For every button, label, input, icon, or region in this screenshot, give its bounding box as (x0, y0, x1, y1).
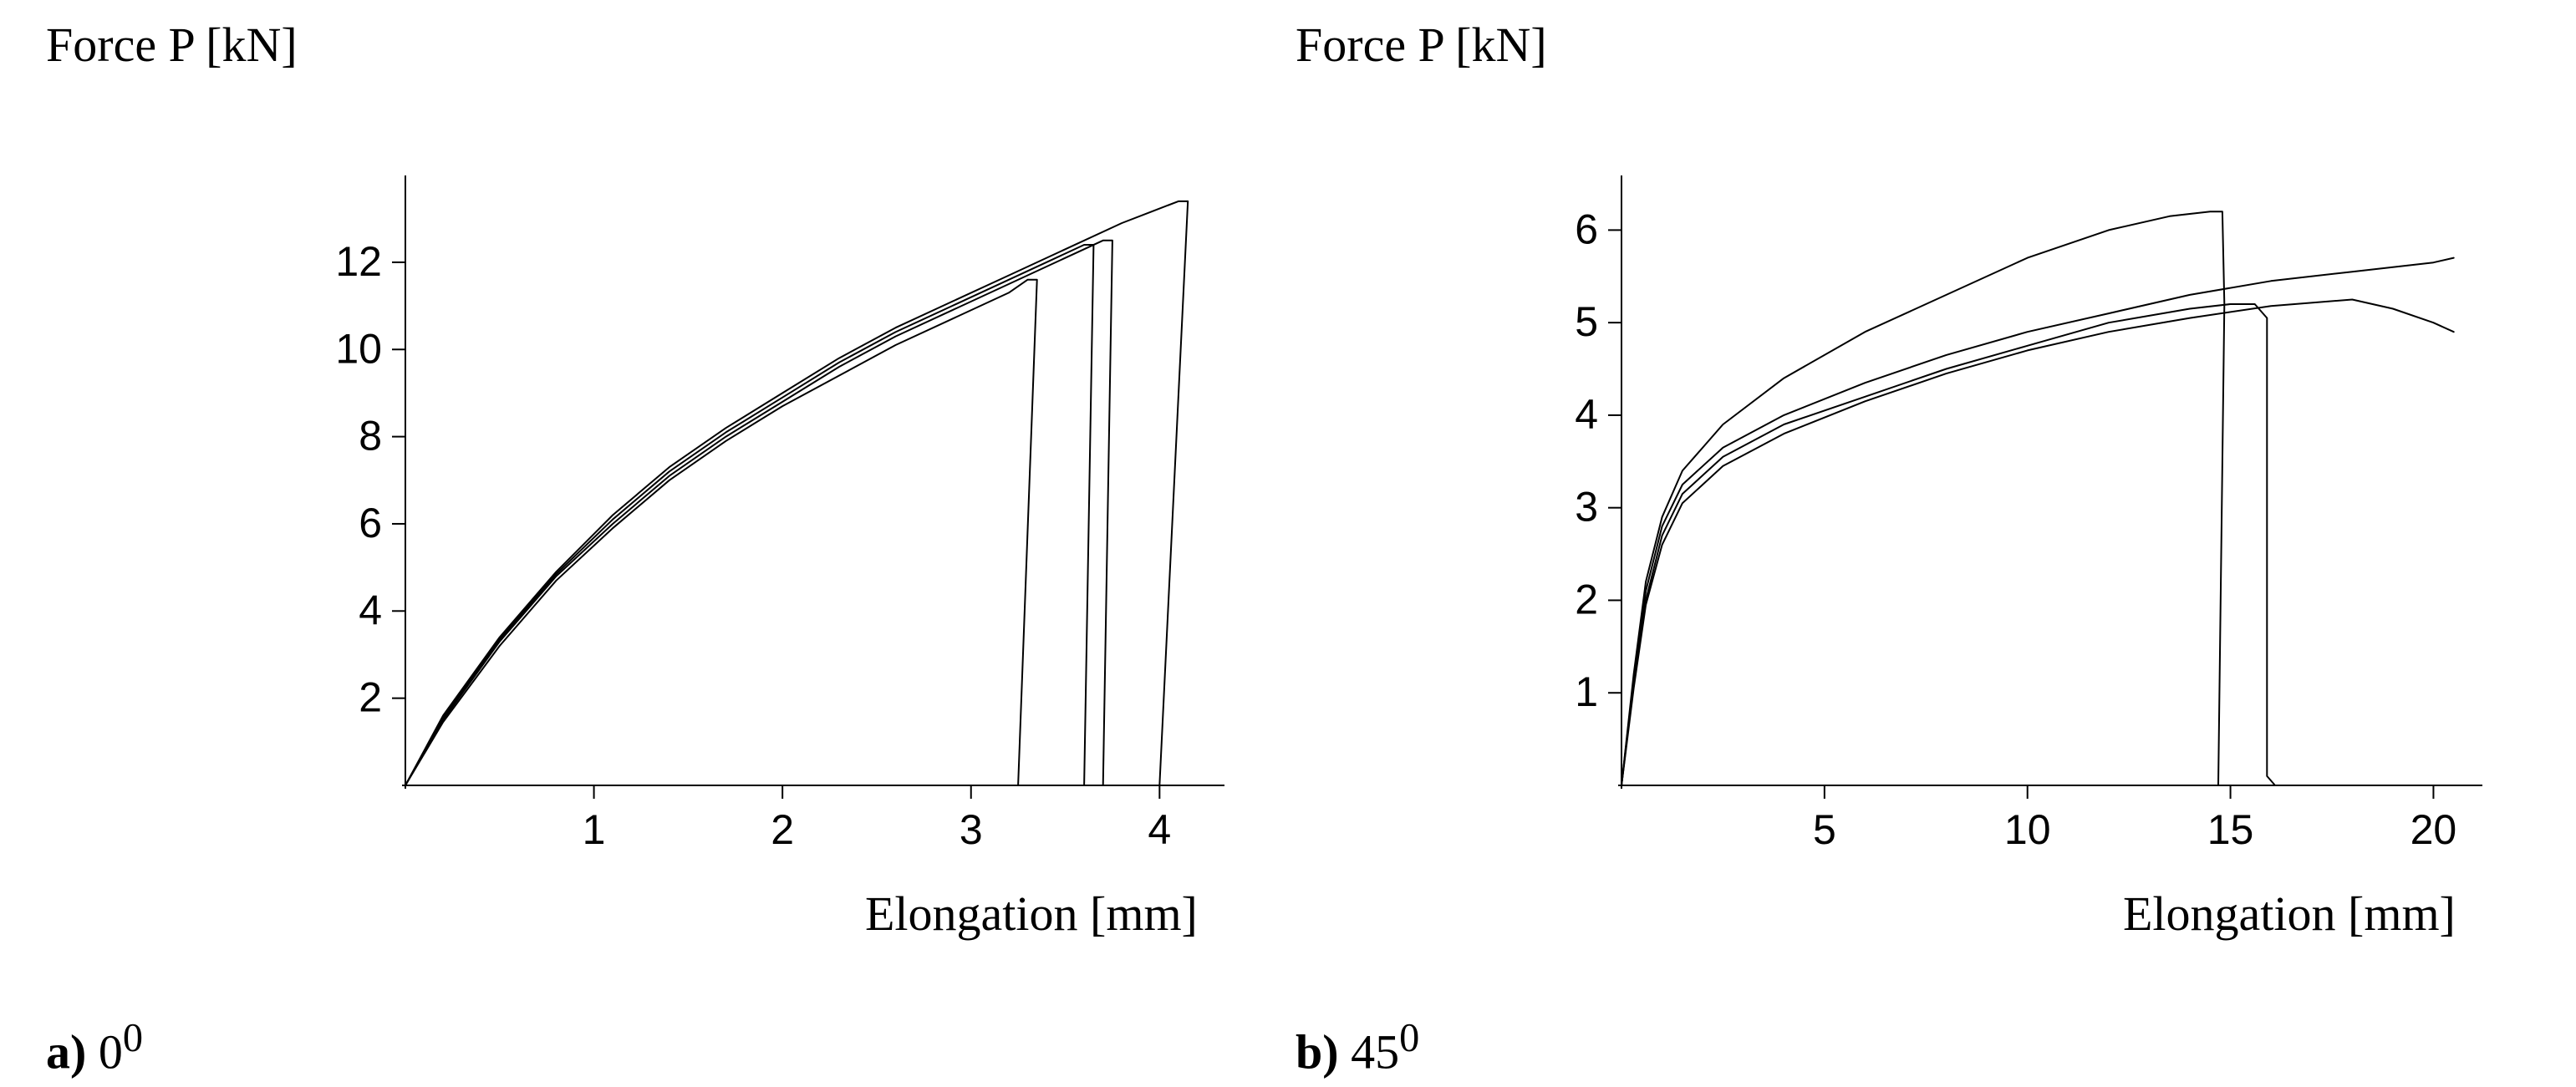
y-axis-title-a: Force P [kN] (46, 17, 298, 73)
svg-text:10: 10 (335, 325, 382, 372)
svg-text:3: 3 (1575, 484, 1598, 531)
svg-text:4: 4 (359, 587, 382, 633)
chart-b: 1 2 3 4 5 6 5 10 15 20 (1296, 17, 2574, 1003)
caption-b-sup: 0 (1399, 1016, 1419, 1060)
caption-a-sup: 0 (123, 1016, 143, 1060)
caption-a-value: 0 (99, 1024, 123, 1079)
svg-text:3: 3 (960, 806, 983, 853)
svg-text:2: 2 (771, 806, 794, 853)
y-axis-title-b: Force P [kN] (1296, 17, 1547, 73)
svg-text:4: 4 (1148, 806, 1171, 853)
svg-text:8: 8 (359, 413, 382, 460)
svg-text:10: 10 (2004, 806, 2051, 853)
caption-b: b) 450 (1296, 1015, 1419, 1079)
svg-text:1: 1 (1575, 668, 1598, 715)
svg-text:15: 15 (2207, 806, 2254, 853)
svg-text:12: 12 (335, 238, 382, 285)
chart-a: 246810121234 (46, 17, 1241, 1003)
panel-a: Force P [kN] 246810121234 Elongation [mm… (46, 17, 1241, 1003)
page-container: Force P [kN] 246810121234 Elongation [mm… (0, 0, 2576, 1087)
caption-b-value: 45 (1351, 1024, 1399, 1079)
svg-text:4: 4 (1575, 391, 1598, 438)
caption-a: a) 00 (46, 1015, 143, 1079)
caption-b-prefix: b) (1296, 1024, 1351, 1079)
caption-a-prefix: a) (46, 1024, 99, 1079)
svg-text:20: 20 (2411, 806, 2457, 853)
svg-text:5: 5 (1813, 806, 1836, 853)
svg-text:1: 1 (583, 806, 606, 853)
svg-text:2: 2 (1575, 576, 1598, 622)
x-axis-title-a: Elongation [mm] (865, 886, 1198, 942)
x-axis-title-b: Elongation [mm] (2123, 886, 2456, 942)
svg-text:5: 5 (1575, 298, 1598, 345)
svg-text:6: 6 (359, 500, 382, 546)
svg-text:2: 2 (359, 674, 382, 721)
svg-text:6: 6 (1575, 206, 1598, 252)
panel-b: Force P [kN] 1 2 3 4 5 6 5 10 15 20 Elongation [m… (1296, 17, 2574, 1003)
